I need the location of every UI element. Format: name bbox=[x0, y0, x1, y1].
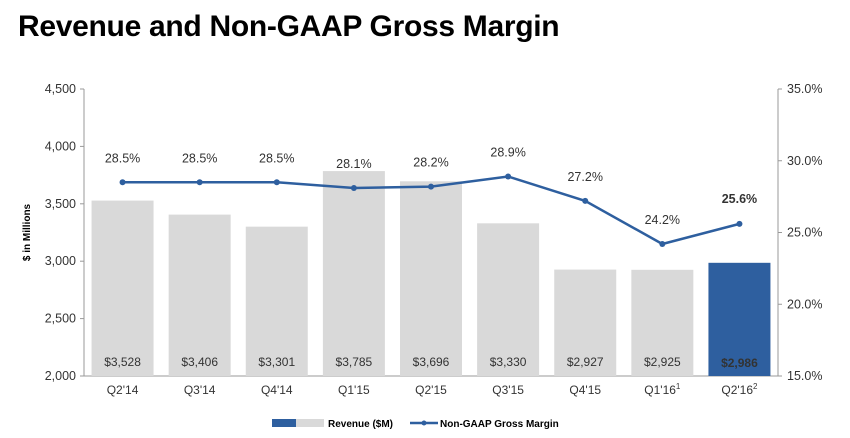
margin-point bbox=[119, 179, 126, 186]
legend: Revenue ($M) Non-GAAP Gross Margin bbox=[272, 419, 559, 430]
margin-label: 28.1% bbox=[336, 157, 371, 171]
bar bbox=[631, 269, 694, 376]
margin-point bbox=[350, 185, 357, 192]
margin-point bbox=[505, 173, 512, 180]
margin-point bbox=[273, 179, 280, 186]
right-tick-label: 15.0% bbox=[787, 369, 822, 383]
margin-point bbox=[196, 179, 203, 186]
bar-label: $2,986 bbox=[721, 356, 758, 370]
legend-swatch-revenue bbox=[296, 419, 324, 427]
x-tick-label: Q1'161 bbox=[644, 382, 681, 397]
margin-label: 28.5% bbox=[182, 151, 217, 165]
bar bbox=[322, 171, 385, 376]
left-tick-label: 2,000 bbox=[45, 369, 76, 383]
x-tick-label: Q2'14 bbox=[107, 383, 139, 397]
left-tick-label: 2,500 bbox=[45, 312, 76, 326]
margin-label: 28.9% bbox=[490, 146, 525, 160]
bar bbox=[708, 262, 771, 376]
right-tick-label: 20.0% bbox=[787, 297, 822, 311]
chart-title: Revenue and Non-GAAP Gross Margin bbox=[18, 10, 560, 43]
bar bbox=[91, 200, 154, 376]
bar-label: $3,330 bbox=[490, 355, 527, 369]
legend-swatch-revenue-highlight bbox=[272, 419, 296, 427]
bar-label: $3,301 bbox=[258, 355, 295, 369]
margin-point bbox=[659, 240, 666, 247]
x-tick-label: Q4'14 bbox=[261, 383, 293, 397]
margin-point bbox=[428, 183, 434, 190]
bar-label: $2,927 bbox=[567, 355, 604, 369]
bar bbox=[477, 223, 540, 376]
x-tick-label: Q2'15 bbox=[415, 383, 447, 397]
legend-marker-margin bbox=[421, 420, 427, 426]
x-tick-label: Q2'162 bbox=[721, 382, 758, 397]
y-axis-label: $ in Millions bbox=[22, 203, 33, 261]
margin-point bbox=[582, 197, 589, 204]
bar-label: $3,406 bbox=[181, 355, 218, 369]
legend-label-margin: Non-GAAP Gross Margin bbox=[440, 419, 559, 430]
x-tick-label: Q3'15 bbox=[492, 383, 524, 397]
x-tick-label: Q3'14 bbox=[184, 383, 216, 397]
bar-label: $2,925 bbox=[644, 355, 681, 369]
bar bbox=[168, 214, 231, 376]
bar bbox=[245, 226, 308, 376]
margin-label: 25.6% bbox=[722, 192, 757, 206]
left-tick-label: 4,000 bbox=[45, 139, 76, 153]
bar bbox=[400, 181, 462, 376]
margin-label: 28.5% bbox=[105, 151, 140, 165]
bar bbox=[554, 269, 617, 376]
left-tick-label: 3,500 bbox=[45, 197, 76, 211]
margin-label: 24.2% bbox=[645, 213, 680, 227]
bar-label: $3,785 bbox=[336, 355, 373, 369]
right-tick-label: 35.0% bbox=[787, 82, 822, 96]
margin-line: 28.5% 28.5% 28.5% 28.1% 28.2% 28.9% 27.2% 24.2%… bbox=[105, 146, 757, 247]
margin-label: 27.2% bbox=[567, 170, 602, 184]
margin-point bbox=[736, 220, 743, 227]
right-tick-label: 25.0% bbox=[787, 226, 822, 240]
x-tick-label: Q1'15 bbox=[338, 383, 370, 397]
bar-label: $3,528 bbox=[104, 355, 141, 369]
x-tick-label: Q4'15 bbox=[569, 383, 601, 397]
left-tick-label: 4,500 bbox=[45, 82, 76, 96]
margin-label: 28.2% bbox=[413, 156, 448, 170]
margin-label: 28.5% bbox=[259, 151, 294, 165]
bar-label: $3,696 bbox=[413, 355, 450, 369]
right-tick-label: 30.0% bbox=[787, 154, 822, 168]
left-tick-label: 3,000 bbox=[45, 254, 76, 268]
legend-label-revenue: Revenue ($M) bbox=[328, 419, 393, 430]
bars: $3,528 $3,406 $3,301 $3,785 $3,696 $3,330 $2,9… bbox=[91, 171, 771, 376]
